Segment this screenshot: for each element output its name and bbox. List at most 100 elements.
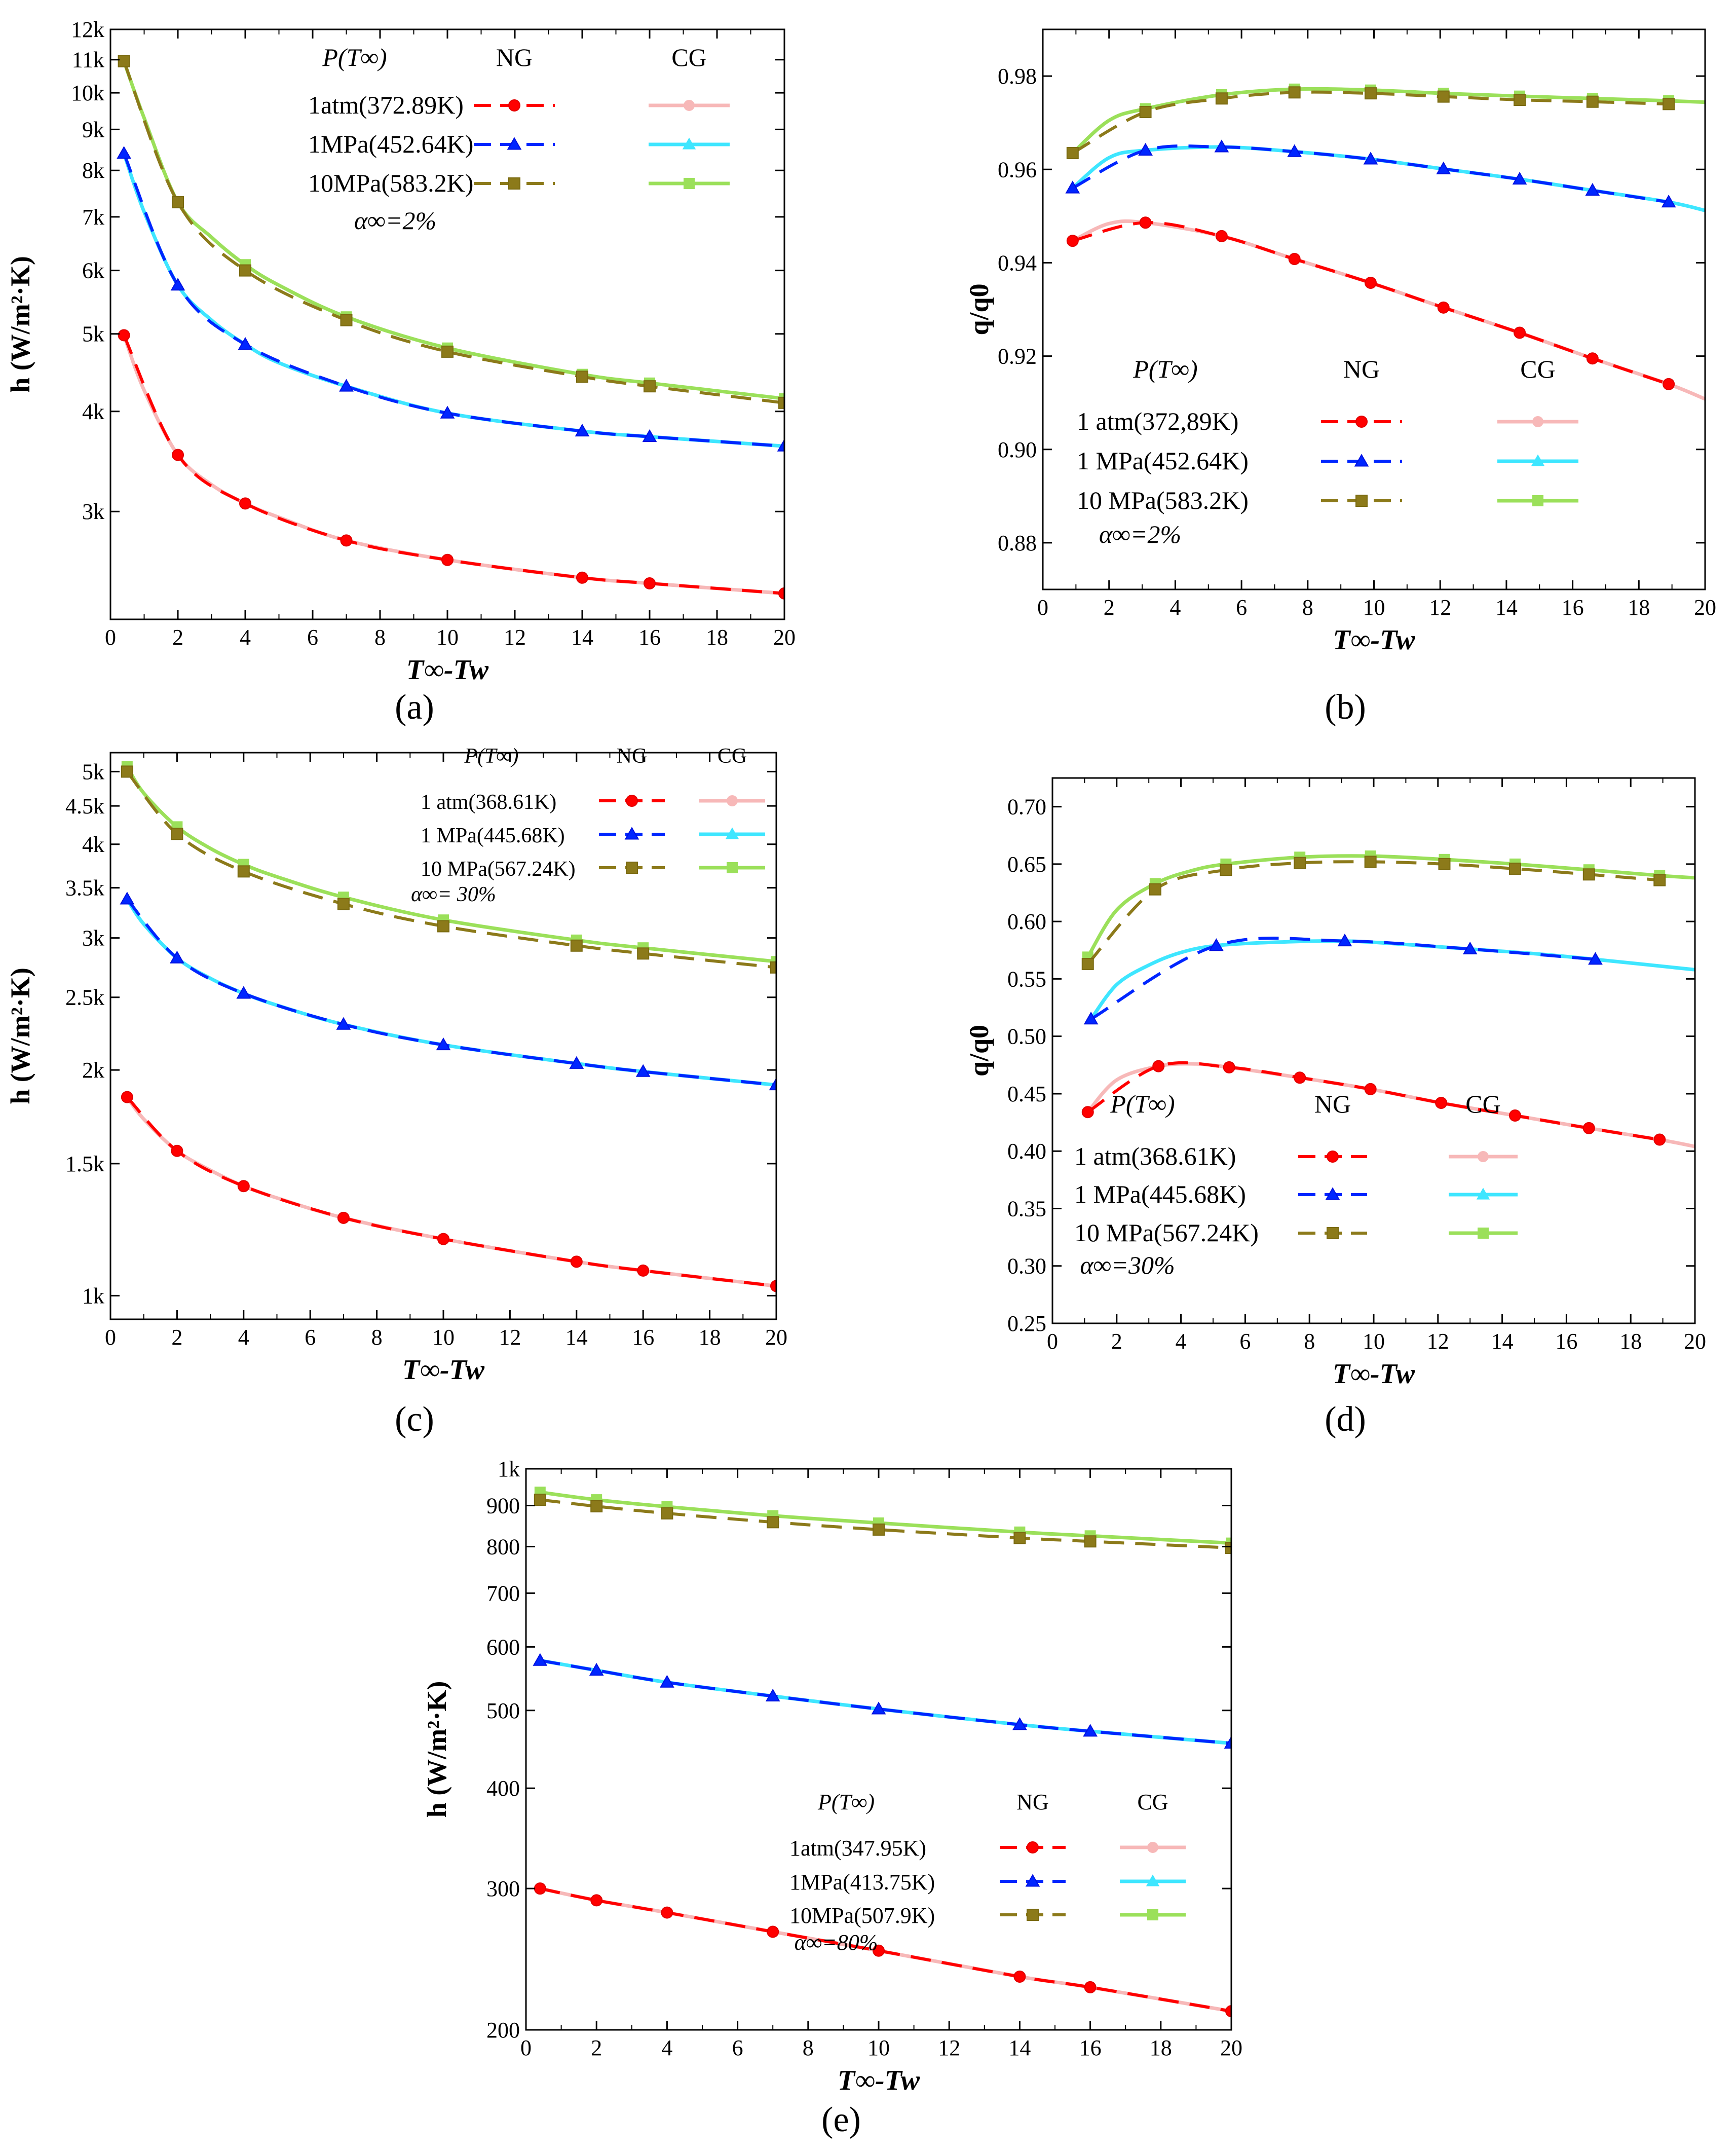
ng-point-1-3 [1462,941,1478,955]
ng-point-0-2 [239,497,251,510]
ng-point-2-1 [590,1500,603,1512]
y-axis-label-group: q/q0 [964,283,994,335]
legend-header-cg: CG [718,745,747,768]
ng-point-0-4 [1364,1083,1377,1095]
ng-point-0-8 [1653,1133,1666,1146]
cg-line-1 [1089,939,1695,1020]
legend: P(T∞) NG CG 1 atm(372,89K) 1 MPa(452.64K) 10 … [1077,355,1578,548]
y-tick-label: 2.5k [65,985,104,1010]
chart-d: 0 2 4 6 8 10 12 14 16 18 20 0.25 0.30 0.35 0.40 0.45 0.5… [964,777,1706,1439]
x-axis-label: T∞-Tw [1333,1358,1415,1390]
ng-point-1-6 [642,429,657,442]
ng-line-1 [1090,937,1596,1021]
panel-label-e: (e) [821,2100,861,2139]
legend-header-cg: CG [1465,1090,1500,1118]
y-tick-label: 5k [82,759,104,784]
legend-entry-label: 1 MPa(445.68K) [1074,1180,1246,1208]
ng-point-2-6 [1508,862,1521,875]
ng-point-0-4 [441,553,454,566]
legend-cg-marker [1147,1909,1158,1920]
x-tick-label: 18 [1619,1329,1642,1354]
x-tick-label: 16 [632,1325,654,1350]
y-tick-label: 400 [486,1776,520,1801]
ng-point-1-7 [769,1077,776,1091]
x-axis-label: T∞-Tw [406,654,489,686]
ng-point-0-8 [1663,378,1675,390]
ng-point-0-4 [1364,277,1377,289]
ng-point-1-0 [117,146,131,159]
ng-point-2-2 [661,1507,673,1519]
y-tick-label: 1k [498,1457,520,1481]
legend-ng-marker [1027,1909,1039,1921]
ng-point-0-5 [570,1255,583,1268]
x-tick-label: 6 [305,1325,316,1350]
y-tick-label: 0.55 [1007,967,1046,991]
legend-ng-marker [1327,1227,1339,1239]
y-tick-label: 1.5k [65,1152,104,1176]
ng-point-2-7 [1582,868,1595,881]
legend-header-param: P(T∞) [464,745,519,768]
ng-point-1-0 [1083,1012,1099,1025]
x-tick-label: 8 [1304,1329,1315,1354]
y-tick-label: 10k [71,81,104,105]
cg-line-1 [125,898,776,1087]
x-tick-label: 0 [1037,595,1048,620]
legend-header-ng: NG [1314,1090,1351,1118]
panel-label-b: (b) [1325,688,1366,727]
ng-point-2-0 [1081,957,1094,970]
y-tick-label: 7k [82,205,104,230]
x-tick-label: 2 [591,2035,602,2060]
ng-point-1-3 [339,379,354,392]
panel-label-d: (d) [1325,1400,1366,1439]
ng-point-0-2 [661,1906,673,1919]
legend-entry-label: 10 MPa(567.24K) [1074,1218,1259,1247]
legend-cg-marker [727,795,738,806]
x-tick-label: 4 [1176,1329,1187,1354]
x-tick-label: 2 [1104,595,1115,620]
y-tick-label: 12k [71,17,104,42]
y-axis-label-group: h (W/m²·K) [5,256,35,393]
cg-line-1 [1071,145,1705,212]
ng-point-2-3 [767,1516,779,1529]
x-tick-label: 14 [1495,595,1518,620]
ng-point-1-5 [569,1056,584,1069]
y-tick-label: 0.60 [1007,909,1046,934]
ng-line-0 [122,335,784,595]
x-tick-label: 12 [1427,1329,1449,1354]
legend-cg-marker [684,100,695,111]
legend-alpha-label: α∞=2% [354,206,436,235]
ng-point-1-5 [1012,1717,1027,1730]
ng-point-2-7 [1225,1542,1231,1554]
y-tick-label: 0.94 [998,250,1037,275]
x-tick-label: 10 [867,2035,890,2060]
y-tick-label: 9k [82,117,104,142]
legend-ng-marker [626,862,638,874]
y-tick-label: 0.30 [1007,1254,1046,1279]
x-tick-label: 12 [938,2035,960,2060]
x-tick-label: 20 [773,625,796,650]
ng-point-2-2 [1220,864,1232,876]
x-tick-label: 6 [307,625,318,650]
y-axis-label-group: h (W/m²·K) [5,968,35,1104]
x-tick-label: 2 [171,1325,182,1350]
ng-point-1-2 [1214,139,1229,153]
ng-point-2-1 [172,196,184,209]
ng-point-0-6 [1508,1109,1521,1122]
y-tick-label: 0.90 [998,437,1037,462]
x-tick-label: 10 [432,1325,455,1350]
y-tick-label: 0.25 [1007,1311,1046,1336]
ng-point-0-6 [1514,326,1526,339]
y-tick-label: 0.50 [1007,1024,1046,1049]
x-tick-label: 8 [1302,595,1313,620]
ng-point-0-3 [337,1211,350,1224]
legend-header-param: P(T∞) [1110,1090,1175,1118]
legend-header-cg: CG [671,43,706,71]
ng-point-1-1 [170,278,185,291]
legend-cg-marker [727,862,738,873]
legend-ng-marker [508,177,520,190]
ng-point-0-2 [237,1180,250,1193]
legend-entry-label: 1 atm(368.61K) [421,791,556,814]
ng-point-0-5 [1437,301,1450,314]
panel-label-c: (c) [395,1400,434,1439]
